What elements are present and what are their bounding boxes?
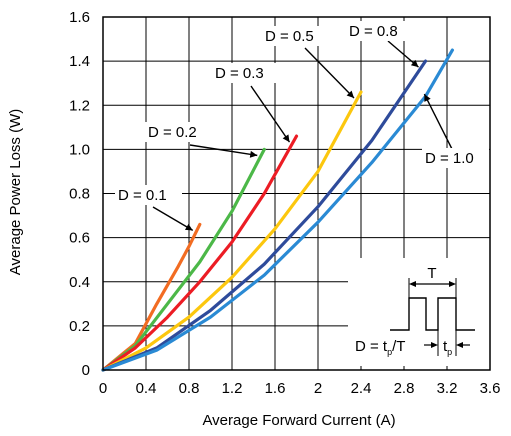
series-label: D = 0.3: [215, 65, 264, 82]
leader-line: [152, 206, 194, 231]
series-line: [101, 90, 363, 372]
pulse-width-arrowhead-left: [431, 342, 438, 348]
leader-arrowhead: [249, 150, 258, 158]
series-line: [101, 134, 299, 372]
series-label-background: [115, 185, 182, 205]
series-labels: D = 0.1 D = 0.2 D = 0.3 D = 0.5 D = 0.8 D = 1…: [115, 21, 489, 205]
series-label-background: [212, 63, 279, 83]
label-leaders: [152, 40, 456, 231]
x-tick-label: 1.2: [222, 380, 243, 397]
x-tick-label: 2.8: [394, 380, 415, 397]
x-axis-title: Average Forward Current (A): [202, 412, 395, 429]
series-label: D = 0.1: [118, 187, 167, 204]
x-tick-labels: 0 0.4 0.8 1.2 1.6 2 2.4 2.8 3.2 3.6: [99, 380, 501, 397]
leader-arrowhead: [184, 223, 193, 231]
x-tick-label: 0: [99, 380, 107, 397]
leader-arrowhead: [424, 94, 431, 102]
series-group: [101, 48, 454, 372]
leader-arrowhead: [346, 90, 354, 99]
x-tick-label: 3.2: [437, 380, 458, 397]
plot-frame: [102, 16, 491, 371]
leader-line: [250, 85, 291, 143]
inset-background: [348, 258, 490, 366]
series-label: D = 1.0: [425, 150, 474, 167]
duty-cycle-inset: T D = tp/T tp: [348, 258, 490, 366]
y-tick-label: 0.4: [69, 274, 90, 291]
period-label: T: [427, 265, 436, 282]
leader-arrowhead: [282, 134, 290, 143]
leader-line: [304, 47, 355, 99]
series-label-background: [422, 148, 489, 168]
leader-line: [423, 93, 456, 156]
x-tick-label: 3.6: [480, 380, 501, 397]
y-tick-label: 1.2: [69, 97, 90, 114]
series-line: [101, 59, 428, 372]
series-label: D = 0.8: [349, 23, 398, 40]
series-label-background: [262, 26, 329, 46]
x-tick-label: 1.6: [265, 380, 286, 397]
pulse-width-arrowhead-right: [456, 342, 463, 348]
y-tick-labels: 0 0.2 0.4 0.6 0.8 1.0 1.2 1.4 1.6: [69, 9, 90, 379]
pulse-width-label: tp: [443, 338, 452, 357]
y-tick-label: 0.2: [69, 318, 90, 335]
x-tick-label: 0.4: [136, 380, 157, 397]
series-line: [101, 48, 454, 372]
series-label-background: [145, 122, 212, 142]
duty-formula: D = tp/T: [355, 338, 405, 357]
series-label: D = 0.2: [148, 124, 197, 141]
y-axis-title: Average Power Loss (W): [7, 109, 24, 275]
series-label: D = 0.5: [265, 28, 314, 45]
y-tick-label: 1.0: [69, 141, 90, 158]
y-tick-label: 0: [82, 362, 90, 379]
period-arrowhead-right: [449, 281, 456, 287]
x-tick-label: 0.8: [179, 380, 200, 397]
period-arrowhead-left: [409, 281, 416, 287]
y-tick-label: 1.4: [69, 53, 90, 70]
series-label-background: [346, 21, 413, 41]
x-tick-label: 2: [314, 380, 322, 397]
leader-arrowhead: [410, 59, 419, 68]
y-tick-label: 0.6: [69, 230, 90, 247]
leader-line: [189, 144, 258, 157]
pulse-waveform: [390, 297, 475, 331]
y-tick-label: 0.8: [69, 186, 90, 203]
y-tick-label: 1.6: [69, 9, 90, 26]
x-tick-label: 2.4: [351, 380, 372, 397]
